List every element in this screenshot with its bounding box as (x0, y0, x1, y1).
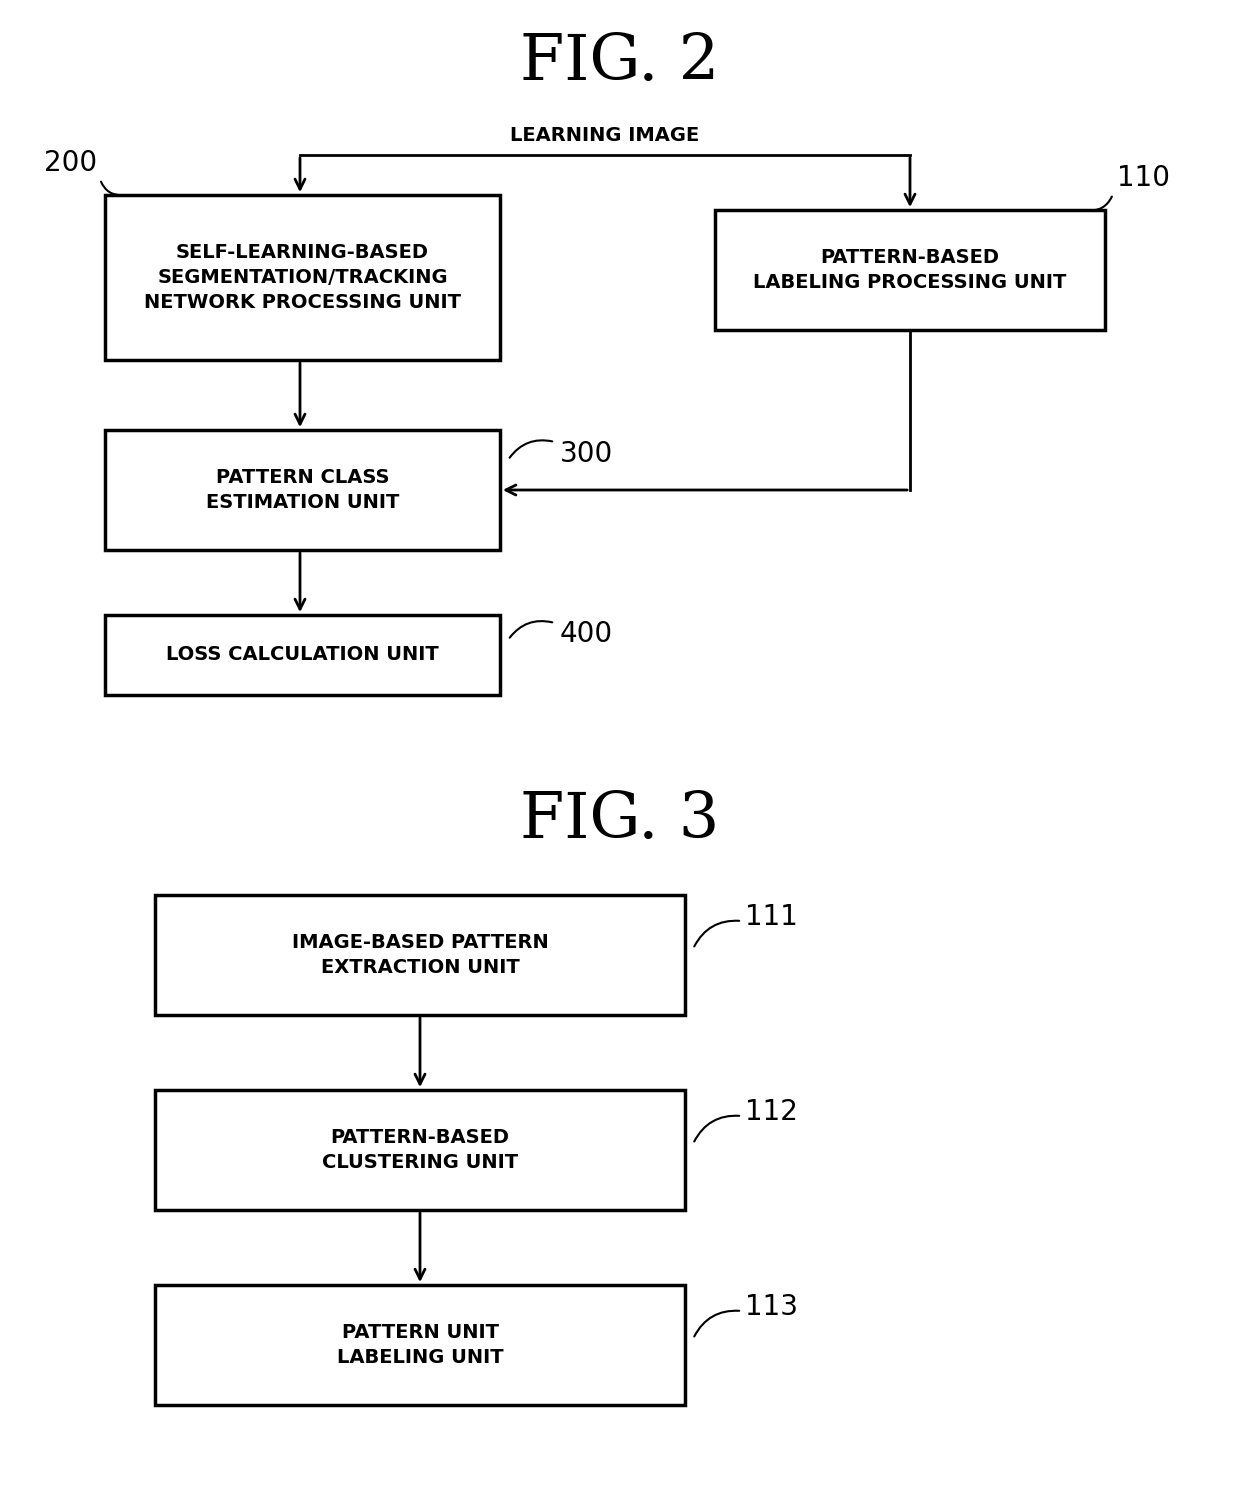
Bar (155, 1089, 684, 1210)
Text: PATTERN-BASED
CLUSTERING UNIT: PATTERN-BASED CLUSTERING UNIT (322, 1129, 518, 1173)
Text: FIG. 2: FIG. 2 (521, 32, 719, 92)
Text: LOSS CALCULATION UNIT: LOSS CALCULATION UNIT (166, 645, 439, 665)
Bar (105, 615, 500, 695)
Text: PATTERN UNIT
LABELING UNIT: PATTERN UNIT LABELING UNIT (337, 1324, 503, 1367)
Bar (105, 431, 500, 550)
Text: SELF-LEARNING-BASED
SEGMENTATION/TRACKING
NETWORK PROCESSING UNIT: SELF-LEARNING-BASED SEGMENTATION/TRACKIN… (144, 243, 461, 311)
Bar (155, 895, 684, 1015)
Text: 110: 110 (1117, 165, 1171, 192)
Text: 300: 300 (560, 440, 614, 468)
Bar (715, 210, 1105, 329)
Text: 113: 113 (745, 1293, 799, 1321)
Bar (105, 195, 500, 360)
Bar (155, 1284, 684, 1405)
Text: 400: 400 (560, 620, 613, 648)
Text: 111: 111 (745, 904, 797, 931)
Text: 112: 112 (745, 1098, 797, 1126)
Text: LEARNING IMAGE: LEARNING IMAGE (511, 125, 699, 145)
Text: IMAGE-BASED PATTERN
EXTRACTION UNIT: IMAGE-BASED PATTERN EXTRACTION UNIT (291, 932, 548, 978)
Text: PATTERN-BASED
LABELING PROCESSING UNIT: PATTERN-BASED LABELING PROCESSING UNIT (754, 248, 1066, 292)
Text: PATTERN CLASS
ESTIMATION UNIT: PATTERN CLASS ESTIMATION UNIT (206, 468, 399, 512)
Text: 200: 200 (43, 150, 97, 177)
Text: FIG. 3: FIG. 3 (521, 789, 719, 851)
